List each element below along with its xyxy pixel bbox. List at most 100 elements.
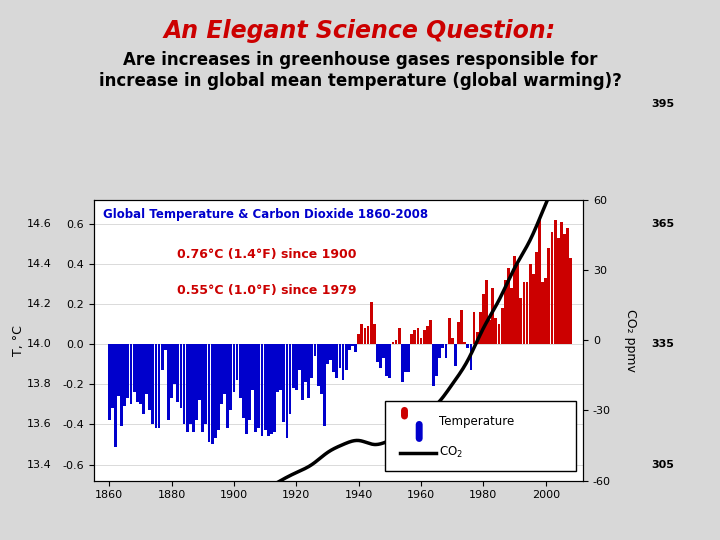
Bar xyxy=(198,344,201,400)
Bar xyxy=(463,342,466,344)
Bar xyxy=(174,344,176,384)
Bar xyxy=(438,344,441,358)
Bar xyxy=(295,344,297,390)
Bar xyxy=(155,344,158,428)
Bar xyxy=(554,220,557,344)
Bar xyxy=(336,344,338,379)
Text: 365: 365 xyxy=(652,219,675,229)
Bar xyxy=(167,344,170,421)
Bar xyxy=(130,344,132,404)
Bar xyxy=(226,344,229,428)
Bar xyxy=(230,344,233,410)
Bar xyxy=(385,344,388,376)
Text: CO$_2$: CO$_2$ xyxy=(438,445,463,460)
Text: 0.76°C (1.4°F) since 1900: 0.76°C (1.4°F) since 1900 xyxy=(177,247,356,260)
Bar xyxy=(523,282,526,344)
Text: Are increases in greenhouse gases responsible for
increase in global mean temper: Are increases in greenhouse gases respon… xyxy=(99,51,621,90)
Bar xyxy=(289,344,292,414)
Bar xyxy=(472,312,475,344)
Bar xyxy=(292,344,294,388)
Bar xyxy=(223,344,226,394)
Bar xyxy=(366,326,369,344)
Bar xyxy=(338,344,341,368)
Bar xyxy=(457,322,460,344)
Bar xyxy=(239,344,242,399)
Bar xyxy=(498,324,500,344)
Bar xyxy=(495,318,498,344)
Bar xyxy=(416,328,419,344)
Bar xyxy=(510,288,513,344)
Bar xyxy=(301,344,304,400)
Bar xyxy=(361,324,363,344)
Bar xyxy=(348,344,351,350)
Bar xyxy=(305,344,307,382)
Bar xyxy=(108,344,111,421)
Bar xyxy=(544,278,547,344)
Text: Global Temperature & Carbon Dioxide 1860-2008: Global Temperature & Carbon Dioxide 1860… xyxy=(104,208,428,221)
Bar xyxy=(127,344,130,399)
Text: 335: 335 xyxy=(652,339,675,349)
Bar xyxy=(379,344,382,368)
Bar xyxy=(435,344,438,376)
Bar xyxy=(551,232,554,344)
Bar xyxy=(204,344,207,424)
Bar xyxy=(286,344,288,438)
Bar xyxy=(158,344,161,428)
Bar xyxy=(282,344,285,422)
Bar xyxy=(251,344,254,390)
Bar xyxy=(145,344,148,394)
Bar xyxy=(528,264,531,344)
Bar xyxy=(207,344,210,442)
Bar xyxy=(114,344,117,447)
Bar xyxy=(429,320,432,344)
Bar xyxy=(279,344,282,390)
Bar xyxy=(485,280,488,344)
Bar xyxy=(151,344,154,424)
Bar xyxy=(248,344,251,421)
Bar xyxy=(111,344,114,408)
Text: 14.2: 14.2 xyxy=(27,299,52,309)
FancyBboxPatch shape xyxy=(385,401,576,471)
Bar xyxy=(357,334,360,344)
Bar xyxy=(432,344,435,386)
Bar xyxy=(364,328,366,344)
Bar xyxy=(426,326,428,344)
Bar xyxy=(351,344,354,346)
Bar xyxy=(354,344,357,352)
Bar xyxy=(186,344,189,433)
Bar xyxy=(298,344,301,370)
Bar xyxy=(441,344,444,348)
Bar xyxy=(270,344,273,435)
Bar xyxy=(148,344,151,410)
Bar xyxy=(132,344,135,393)
Bar xyxy=(513,256,516,344)
Text: T, °C: T, °C xyxy=(12,325,24,356)
Bar xyxy=(326,344,329,365)
Bar xyxy=(264,344,266,430)
Bar xyxy=(504,280,507,344)
Bar xyxy=(214,344,217,438)
Bar xyxy=(123,344,126,407)
Bar xyxy=(566,228,569,344)
Bar xyxy=(233,344,235,393)
Bar xyxy=(333,344,335,372)
Text: 305: 305 xyxy=(652,460,675,470)
Bar xyxy=(479,312,482,344)
Bar xyxy=(310,344,313,379)
Bar xyxy=(120,344,123,427)
Bar xyxy=(404,344,407,372)
Bar xyxy=(451,338,454,344)
Bar xyxy=(320,344,323,394)
Bar xyxy=(220,344,223,404)
Bar xyxy=(420,338,423,344)
Bar xyxy=(560,222,563,344)
Text: 14.6: 14.6 xyxy=(27,219,52,229)
Bar xyxy=(217,344,220,430)
Bar xyxy=(276,344,279,393)
Bar xyxy=(382,344,385,358)
Bar xyxy=(469,344,472,370)
Bar xyxy=(179,344,182,408)
Bar xyxy=(183,344,186,424)
Bar xyxy=(195,344,198,421)
Text: 14.4: 14.4 xyxy=(27,259,52,269)
